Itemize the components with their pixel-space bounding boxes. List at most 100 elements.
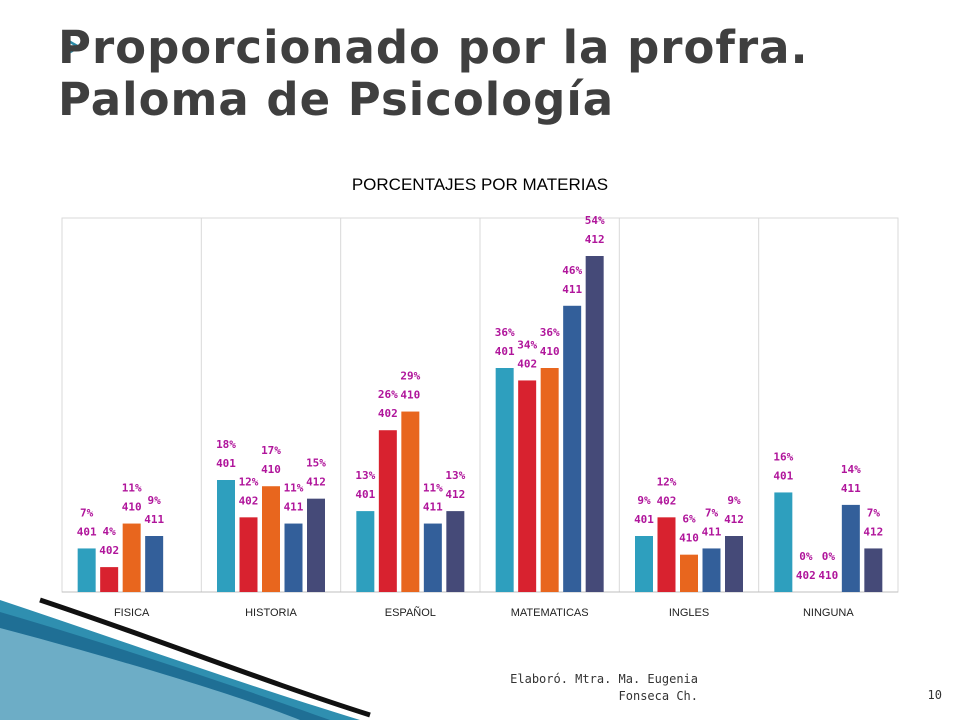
bar	[77, 548, 96, 592]
x-tick-label: MATEMATICAS	[511, 607, 589, 619]
data-label-series: 412	[445, 488, 465, 501]
bar	[864, 548, 883, 592]
slide-title: Proporcionado por la profra. Paloma de P…	[58, 22, 918, 126]
data-label-series: 412	[724, 513, 744, 526]
footer-author-line1: Elaboró. Mtra. Ma. Eugenia	[510, 672, 698, 686]
data-label-series: 410	[540, 345, 560, 358]
data-label-percent: 14%	[841, 463, 861, 476]
data-label-series: 411	[841, 482, 861, 495]
data-label-percent: 29%	[400, 370, 420, 383]
data-label-percent: 16%	[773, 450, 793, 463]
data-label-percent: 6%	[682, 513, 696, 526]
data-label-percent: 54%	[585, 214, 605, 227]
data-label-percent: 18%	[216, 438, 236, 451]
data-label-percent: 0%	[822, 550, 836, 563]
bar	[145, 536, 164, 592]
bar	[378, 430, 397, 592]
data-label-percent: 12%	[657, 475, 677, 488]
bar	[635, 536, 653, 592]
data-label-percent: 9%	[637, 494, 651, 507]
data-label-percent: 36%	[495, 326, 515, 339]
bar	[725, 536, 743, 592]
data-label-series: 401	[216, 457, 236, 470]
data-label-series: 401	[773, 469, 793, 482]
bar	[100, 567, 119, 592]
data-label-series: 401	[355, 488, 375, 501]
slide-title-line1: Proporcionado por la profra.	[58, 21, 809, 74]
data-label-series: 402	[99, 544, 119, 557]
bar	[518, 380, 537, 592]
bar	[540, 368, 559, 592]
data-label-series: 402	[796, 569, 816, 582]
data-label-series: 401	[77, 525, 97, 538]
bar	[841, 504, 860, 592]
data-label-series: 410	[400, 389, 420, 402]
data-label-percent: 11%	[423, 482, 443, 495]
data-label-series: 412	[863, 525, 883, 538]
bar	[563, 305, 582, 592]
bar	[239, 517, 258, 592]
data-label-percent: 26%	[378, 388, 398, 401]
footer-author: Elaboró. Mtra. Ma. Eugenia Fonseca Ch.	[470, 671, 698, 705]
bar	[585, 256, 604, 592]
data-label-series: 411	[702, 525, 722, 538]
data-label-percent: 7%	[867, 506, 881, 519]
data-label-series: 411	[562, 283, 582, 296]
data-label-percent: 36%	[540, 326, 560, 339]
bar	[401, 411, 420, 592]
chart-title: PORCENTAJES POR MATERIAS	[352, 175, 608, 194]
data-label-series: 402	[378, 407, 398, 420]
data-label-percent: 9%	[148, 494, 162, 507]
bar	[774, 492, 793, 592]
data-label-series: 412	[585, 233, 605, 246]
data-label-series: 401	[495, 345, 515, 358]
data-label-series: 401	[634, 513, 654, 526]
x-tick-label: HISTORIA	[245, 607, 297, 619]
bar	[495, 368, 514, 592]
bar	[680, 554, 698, 592]
bar	[657, 517, 676, 592]
bar	[446, 511, 465, 592]
slide-title-line2: Paloma de Psicología	[58, 73, 615, 126]
bar	[702, 548, 721, 592]
data-label-percent: 12%	[239, 475, 259, 488]
data-label-percent: 4%	[103, 525, 117, 538]
bar	[356, 511, 375, 592]
data-label-series: 412	[306, 476, 326, 489]
x-tick-label: FISICA	[114, 607, 150, 619]
data-label-percent: 13%	[445, 469, 465, 482]
data-label-series: 402	[657, 494, 677, 507]
data-label-series: 411	[144, 513, 164, 526]
data-label-percent: 7%	[80, 506, 94, 519]
data-label-percent: 17%	[261, 444, 281, 457]
bar	[423, 523, 442, 592]
data-label-series: 410	[122, 501, 142, 514]
data-label-percent: 7%	[705, 506, 719, 519]
data-label-percent: 34%	[517, 338, 537, 351]
x-tick-label: INGLES	[669, 607, 709, 619]
bullet-arrow-icon	[63, 37, 81, 57]
data-label-percent: 9%	[727, 494, 741, 507]
data-label-percent: 11%	[122, 482, 142, 495]
data-label-percent: 13%	[355, 469, 375, 482]
data-label-percent: 15%	[306, 457, 326, 470]
data-label-percent: 46%	[562, 264, 582, 277]
footer-author-line2: Fonseca Ch.	[618, 689, 698, 703]
data-label-series: 410	[818, 569, 838, 582]
data-label-series: 411	[423, 501, 443, 514]
page-number: 10	[927, 688, 942, 702]
data-label-percent: 0%	[799, 550, 813, 563]
data-label-percent: 11%	[284, 482, 304, 495]
data-label-series: 402	[517, 357, 537, 370]
bar	[307, 498, 325, 592]
data-label-series: 411	[284, 501, 304, 514]
bar	[217, 480, 235, 592]
bar	[284, 523, 303, 592]
x-tick-label: ESPAÑOL	[385, 606, 436, 619]
data-label-series: 410	[679, 532, 699, 545]
bar	[262, 486, 280, 592]
data-label-series: 410	[261, 463, 281, 476]
data-label-series: 402	[239, 494, 259, 507]
